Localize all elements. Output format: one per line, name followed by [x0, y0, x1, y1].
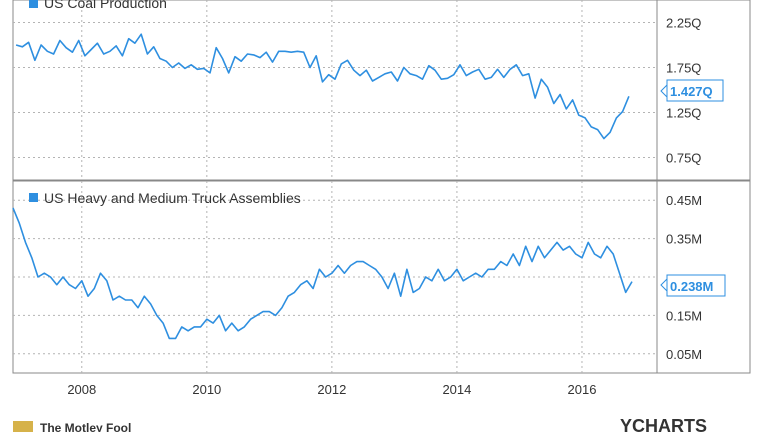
x-tick-label: 2008 [67, 382, 96, 397]
coal-y-tick-label: 2.25Q [666, 16, 701, 31]
coal-legend-label: US Coal Production [44, 0, 167, 11]
truck-y-tick-label: 0.35M [666, 232, 702, 247]
x-tick-label: 2010 [192, 382, 221, 397]
truck-legend-label: US Heavy and Medium Truck Assemblies [44, 190, 301, 206]
x-tick-label: 2014 [442, 382, 471, 397]
truck-series-line [12, 207, 633, 340]
grid-layer [13, 0, 657, 373]
truck-latest-value: 0.238M [670, 279, 713, 294]
coal-latest-badge: 1.427Q [660, 79, 724, 102]
coal-y-tick-label: 1.25Q [666, 106, 701, 121]
truck-legend: US Heavy and Medium Truck Assemblies [29, 190, 301, 206]
footer-brand-left: The Motley Fool [40, 421, 131, 432]
truck-y-tick-label: 0.45M [666, 193, 702, 208]
truck-latest-badge-box [666, 274, 726, 297]
truck-latest-badge: 0.238M [660, 274, 726, 297]
x-tick-label: 2016 [568, 382, 597, 397]
footer: The Motley Fool YCHARTS [13, 416, 707, 432]
truck-legend-swatch [29, 193, 38, 202]
coal-latest-value: 1.427Q [670, 84, 713, 99]
coal-legend-swatch [29, 0, 38, 8]
tick-layer: 0.75Q 1.25Q 1.75Q 2.25Q 0.05M 0.15M 0.35M 0.45M… [67, 16, 702, 398]
footer-brand-right: YCHARTS [620, 416, 707, 432]
motley-fool-logo-icon [13, 421, 33, 432]
panel-frames [12, 0, 751, 374]
x-tick-label: 2012 [317, 382, 346, 397]
coal-latest-badge-box [666, 79, 724, 102]
coal-series-line [15, 33, 630, 140]
truck-y-tick-label: 0.05M [666, 347, 702, 362]
truck-y-tick-label: 0.15M [666, 308, 702, 323]
coal-legend: US Coal Production [29, 0, 167, 11]
coal-y-tick-label: 0.75Q [666, 151, 701, 166]
series-layer [12, 33, 633, 340]
coal-panel-frame [12, 0, 751, 181]
coal-y-tick-label: 1.75Q [666, 61, 701, 76]
